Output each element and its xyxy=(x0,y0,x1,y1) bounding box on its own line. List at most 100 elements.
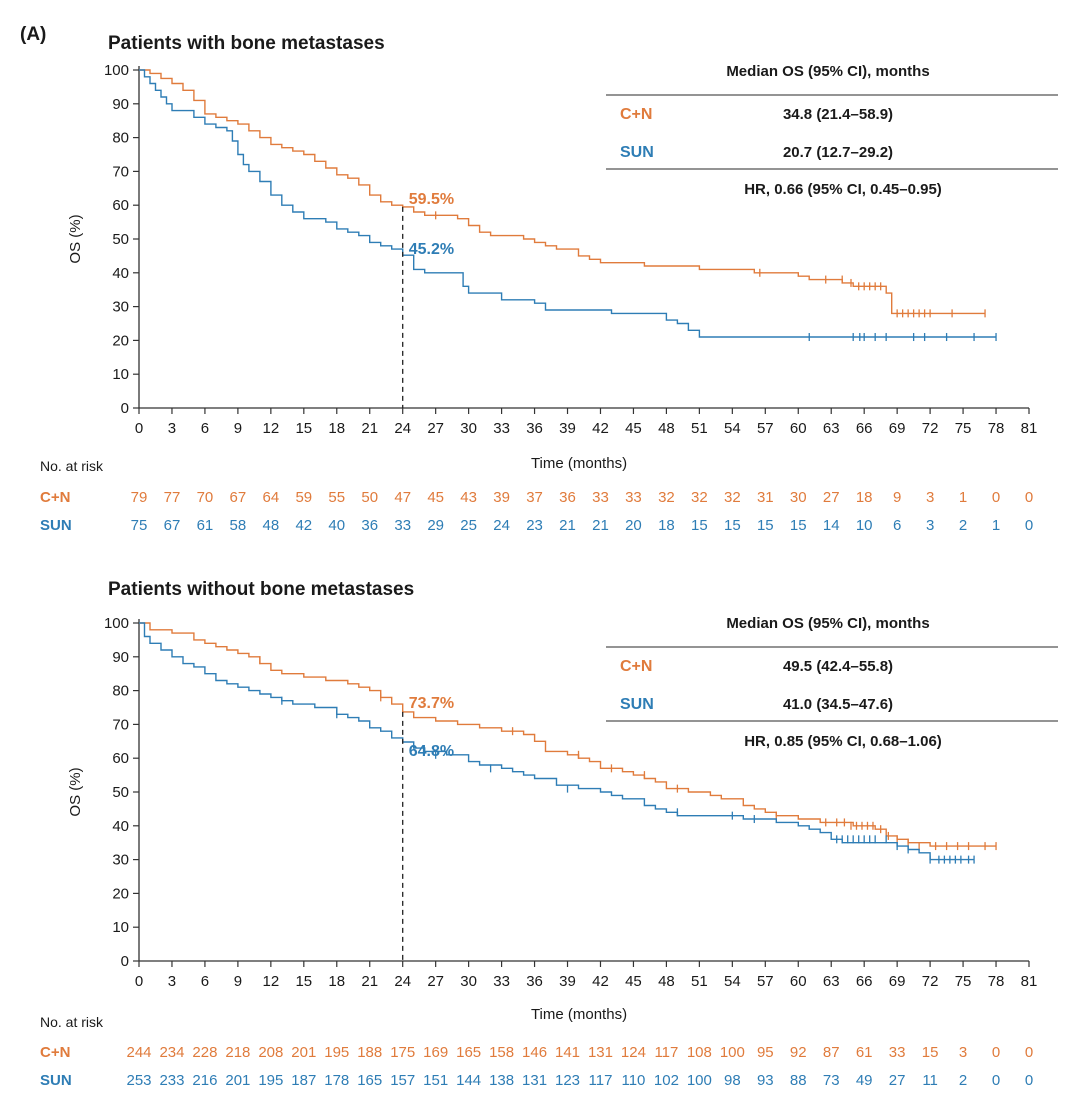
risk-count: 253 xyxy=(126,1072,151,1089)
y-tick-label: 70 xyxy=(112,716,129,733)
x-tick-label: 27 xyxy=(427,973,444,990)
risk-count: 100 xyxy=(687,1072,712,1089)
y-tick-label: 40 xyxy=(112,818,129,835)
hazard-ratio: HR, 0.85 (95% CI, 0.68–1.06) xyxy=(744,733,942,750)
risk-count: 92 xyxy=(790,1044,807,1061)
x-tick-label: 72 xyxy=(922,420,939,437)
risk-count: 0 xyxy=(1025,517,1033,534)
risk-row-name: SUN xyxy=(40,517,72,534)
risk-count: 0 xyxy=(992,489,1000,506)
x-tick-label: 81 xyxy=(1021,973,1038,990)
x-tick-label: 45 xyxy=(625,973,642,990)
x-tick-label: 78 xyxy=(988,420,1005,437)
x-tick-label: 12 xyxy=(263,420,280,437)
risk-count: 14 xyxy=(823,517,840,534)
x-tick-label: 63 xyxy=(823,973,840,990)
risk-count: 29 xyxy=(427,517,444,534)
x-tick-label: 24 xyxy=(394,973,411,990)
y-tick-label: 0 xyxy=(121,400,129,417)
x-tick-label: 9 xyxy=(234,420,242,437)
x-axis-label: Time (months) xyxy=(531,1006,627,1023)
x-tick-label: 6 xyxy=(201,973,209,990)
median-row-name: C+N xyxy=(620,658,652,675)
x-tick-label: 51 xyxy=(691,973,708,990)
km-curve-sun xyxy=(139,622,975,861)
risk-count: 36 xyxy=(559,489,576,506)
risk-count: 201 xyxy=(291,1044,316,1061)
panel-label: (A) xyxy=(20,24,47,45)
median-row-name: C+N xyxy=(620,106,652,123)
y-tick-label: 60 xyxy=(112,197,129,214)
x-tick-label: 72 xyxy=(922,973,939,990)
risk-count: 208 xyxy=(258,1044,283,1061)
y-tick-label: 10 xyxy=(112,919,129,936)
risk-count: 67 xyxy=(164,517,181,534)
risk-count: 87 xyxy=(823,1044,840,1061)
risk-count: 131 xyxy=(588,1044,613,1061)
risk-count: 24 xyxy=(493,517,510,534)
risk-count: 18 xyxy=(658,517,675,534)
risk-count: 1 xyxy=(959,489,967,506)
median-table-header: Median OS (95% CI), months xyxy=(726,615,929,632)
x-tick-label: 15 xyxy=(295,973,312,990)
x-tick-label: 51 xyxy=(691,420,708,437)
risk-count: 59 xyxy=(295,489,312,506)
y-tick-label: 30 xyxy=(112,299,129,316)
risk-count: 75 xyxy=(131,517,148,534)
risk-count: 138 xyxy=(489,1072,514,1089)
risk-count: 234 xyxy=(159,1044,184,1061)
landmark-label-cn: 59.5% xyxy=(409,191,454,208)
x-tick-label: 3 xyxy=(168,420,176,437)
risk-count: 37 xyxy=(526,489,543,506)
y-tick-label: 100 xyxy=(104,615,129,632)
risk-count: 77 xyxy=(164,489,181,506)
x-tick-label: 21 xyxy=(361,973,378,990)
x-tick-label: 66 xyxy=(856,973,873,990)
risk-count: 228 xyxy=(192,1044,217,1061)
risk-count: 0 xyxy=(992,1044,1000,1061)
x-tick-label: 60 xyxy=(790,973,807,990)
x-tick-label: 27 xyxy=(427,420,444,437)
x-tick-label: 3 xyxy=(168,973,176,990)
x-tick-label: 39 xyxy=(559,973,576,990)
risk-count: 42 xyxy=(295,517,312,534)
risk-count: 141 xyxy=(555,1044,580,1061)
risk-count: 3 xyxy=(926,517,934,534)
risk-count: 195 xyxy=(258,1072,283,1089)
x-tick-label: 75 xyxy=(955,973,972,990)
x-tick-label: 48 xyxy=(658,420,675,437)
risk-count: 15 xyxy=(724,517,741,534)
x-tick-label: 24 xyxy=(394,420,411,437)
risk-count: 165 xyxy=(456,1044,481,1061)
km-curve-sun xyxy=(139,69,996,338)
risk-count: 36 xyxy=(361,517,378,534)
x-tick-label: 42 xyxy=(592,420,609,437)
x-tick-label: 6 xyxy=(201,420,209,437)
risk-count: 79 xyxy=(131,489,148,506)
y-tick-label: 50 xyxy=(112,784,129,801)
x-tick-label: 69 xyxy=(889,420,906,437)
x-tick-label: 15 xyxy=(295,420,312,437)
chart-title: Patients with bone metastases xyxy=(108,33,385,54)
risk-count: 33 xyxy=(592,489,609,506)
risk-count: 2 xyxy=(959,1072,967,1089)
risk-count: 123 xyxy=(555,1072,580,1089)
landmark-label-sun: 45.2% xyxy=(409,241,454,258)
x-tick-label: 54 xyxy=(724,420,741,437)
x-tick-label: 48 xyxy=(658,973,675,990)
risk-count: 102 xyxy=(654,1072,679,1089)
risk-count: 39 xyxy=(493,489,510,506)
risk-count: 218 xyxy=(225,1044,250,1061)
risk-count: 0 xyxy=(992,1072,1000,1089)
risk-count: 1 xyxy=(992,517,1000,534)
hazard-ratio: HR, 0.66 (95% CI, 0.45–0.95) xyxy=(744,181,942,198)
risk-count: 15 xyxy=(790,517,807,534)
x-tick-label: 57 xyxy=(757,420,774,437)
y-tick-label: 40 xyxy=(112,265,129,282)
x-tick-label: 42 xyxy=(592,973,609,990)
x-tick-label: 66 xyxy=(856,420,873,437)
risk-count: 27 xyxy=(823,489,840,506)
risk-count: 3 xyxy=(959,1044,967,1061)
risk-count: 169 xyxy=(423,1044,448,1061)
x-tick-label: 69 xyxy=(889,973,906,990)
